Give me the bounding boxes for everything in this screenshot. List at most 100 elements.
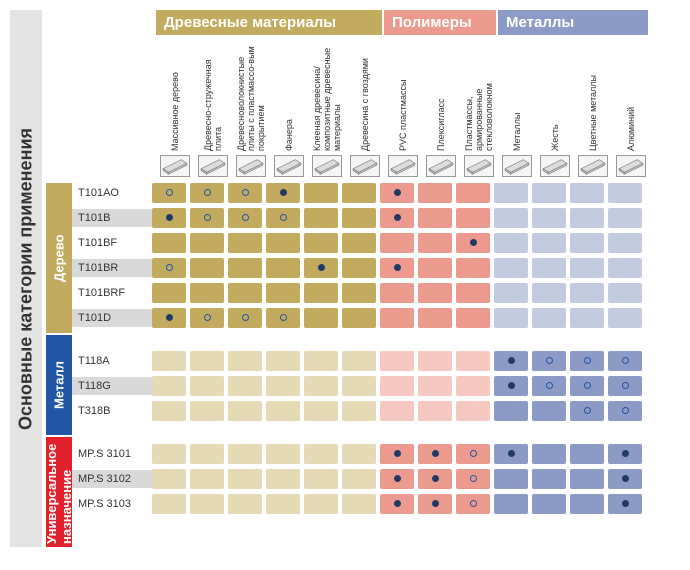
product-label: T118A xyxy=(72,352,152,370)
matrix-cell xyxy=(608,233,642,253)
table-row: T101AO xyxy=(72,181,680,204)
matrix-cell xyxy=(190,258,224,278)
matrix-cell xyxy=(532,208,566,228)
product-label: T101BR xyxy=(72,259,152,277)
material-icon xyxy=(308,155,346,177)
dot-open-icon xyxy=(166,189,173,196)
dot-filled-icon xyxy=(394,264,401,271)
matrix-cell xyxy=(266,401,300,421)
dot-open-icon xyxy=(622,357,629,364)
dot-open-icon xyxy=(204,189,211,196)
matrix-cell xyxy=(532,308,566,328)
matrix-cell xyxy=(532,351,566,371)
matrix-cell xyxy=(266,183,300,203)
dot-filled-icon xyxy=(432,500,439,507)
matrix-cell xyxy=(418,494,452,514)
matrix-cell xyxy=(304,233,338,253)
matrix-cell xyxy=(152,308,186,328)
dot-open-icon xyxy=(622,407,629,414)
matrix-cell xyxy=(456,401,490,421)
matrix-cell xyxy=(418,208,452,228)
matrix-cell xyxy=(228,308,262,328)
matrix-cell xyxy=(228,376,262,396)
product-label: T101BRF xyxy=(72,284,152,302)
column-label: PVC пластмассы xyxy=(384,35,422,155)
dot-open-icon xyxy=(242,314,249,321)
matrix-cell xyxy=(570,351,604,371)
column-label: Древесно-стружечная плита xyxy=(194,35,232,155)
matrix-cell xyxy=(532,258,566,278)
matrix-cell xyxy=(380,444,414,464)
dot-filled-icon xyxy=(280,189,287,196)
matrix-cell xyxy=(266,308,300,328)
matrix-cell xyxy=(494,183,528,203)
matrix-cell xyxy=(152,233,186,253)
matrix-cell xyxy=(190,494,224,514)
matrix-cell xyxy=(418,469,452,489)
product-label: MP.S 3103 xyxy=(72,495,152,513)
matrix-cell xyxy=(494,258,528,278)
table-row: T101BRF xyxy=(72,281,680,304)
matrix-cell xyxy=(190,283,224,303)
group-header: Металлы xyxy=(498,10,648,35)
matrix-cell xyxy=(608,208,642,228)
material-icon xyxy=(422,155,460,177)
matrix-cell xyxy=(152,283,186,303)
matrix-cell xyxy=(608,376,642,396)
dot-open-icon xyxy=(280,314,287,321)
column-label: Плексигласс xyxy=(422,35,460,155)
matrix-cell xyxy=(608,183,642,203)
matrix-cell xyxy=(608,308,642,328)
matrix-cell xyxy=(456,494,490,514)
matrix-cell xyxy=(456,376,490,396)
column-label: Фанера xyxy=(270,35,308,155)
material-icon xyxy=(536,155,574,177)
product-label: MP.S 3102 xyxy=(72,470,152,488)
matrix-cell xyxy=(608,469,642,489)
dot-open-icon xyxy=(242,189,249,196)
product-label: T101D xyxy=(72,309,152,327)
matrix-cell xyxy=(456,208,490,228)
matrix-cell xyxy=(342,183,376,203)
matrix-cell xyxy=(266,494,300,514)
column-label: Клееная древесина/ композитные древесные… xyxy=(308,35,346,155)
matrix-cell xyxy=(570,469,604,489)
dot-open-icon xyxy=(242,214,249,221)
dot-open-icon xyxy=(584,357,591,364)
matrix-cell xyxy=(342,233,376,253)
matrix-cell xyxy=(380,351,414,371)
matrix-cell xyxy=(456,258,490,278)
matrix-cell xyxy=(190,351,224,371)
matrix-cell xyxy=(570,233,604,253)
matrix-cell xyxy=(342,494,376,514)
matrix-cell xyxy=(304,376,338,396)
dot-open-icon xyxy=(280,214,287,221)
matrix-cell xyxy=(304,258,338,278)
dot-filled-icon xyxy=(622,475,629,482)
matrix-cell xyxy=(228,444,262,464)
material-icon xyxy=(574,155,612,177)
column-label: Жесть xyxy=(536,35,574,155)
matrix-cell xyxy=(532,233,566,253)
column-icons xyxy=(156,155,680,177)
dot-filled-icon xyxy=(394,500,401,507)
matrix-cell xyxy=(304,401,338,421)
dot-filled-icon xyxy=(508,450,515,457)
material-icon xyxy=(194,155,232,177)
matrix-cell xyxy=(532,469,566,489)
section-tab: Универсальное назначение xyxy=(46,437,72,547)
material-icon xyxy=(460,155,498,177)
matrix-cell xyxy=(570,183,604,203)
matrix-cell xyxy=(152,208,186,228)
column-label: Древесноволокнистые плиты с пластмассо-в… xyxy=(232,35,270,155)
dot-open-icon xyxy=(546,357,553,364)
table-row: MP.S 3101 xyxy=(72,442,680,465)
matrix-cell xyxy=(228,283,262,303)
matrix-cell xyxy=(190,233,224,253)
column-groups: Древесные материалыПолимерыМеталлы xyxy=(156,10,680,35)
section-tab: Металл xyxy=(46,335,72,435)
matrix-cell xyxy=(418,258,452,278)
matrix-cell xyxy=(266,233,300,253)
matrix-cell xyxy=(190,183,224,203)
matrix-cell xyxy=(570,444,604,464)
